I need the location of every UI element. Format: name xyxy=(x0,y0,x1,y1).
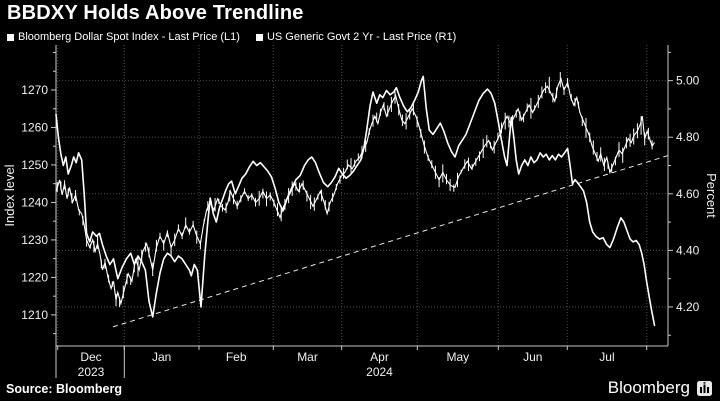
month-label: Jun xyxy=(523,350,542,364)
bloomberg-logo-icon xyxy=(697,380,712,396)
legend-swatch-icon xyxy=(255,33,263,41)
bloomberg-brand: Bloomberg xyxy=(608,378,712,398)
brand-wordmark: Bloomberg xyxy=(607,378,690,397)
legend-swatch-icon xyxy=(7,33,14,41)
month-label: Feb xyxy=(226,350,247,364)
year-label: 2024 xyxy=(366,365,393,379)
right-axis-tick-label: 4.80 xyxy=(676,130,700,144)
legend-item-bbdxy: Bloomberg Dollar Spot Index - Last Price… xyxy=(7,31,240,43)
month-label: May xyxy=(447,350,470,364)
legend-label: US Generic Govt 2 Yr - Last Price (R1) xyxy=(266,31,457,43)
legend-label: Bloomberg Dollar Spot Index - Last Price… xyxy=(18,31,240,43)
right-axis-tick-label: 4.60 xyxy=(676,187,700,201)
month-label: Jan xyxy=(152,350,171,364)
right-axis-title: Percent xyxy=(704,173,719,218)
year-label: 2023 xyxy=(78,365,105,379)
source-note: Source: Bloomberg xyxy=(6,382,122,396)
left-axis-tick-label: 1230 xyxy=(21,233,48,247)
left-axis-tick-label: 1220 xyxy=(21,270,48,284)
left-axis-tick-label: 1270 xyxy=(21,83,48,97)
chart-title: BBDXY Holds Above Trendline xyxy=(7,2,304,24)
axes xyxy=(51,45,673,378)
left-axis-tick-label: 1240 xyxy=(21,195,48,209)
left-axis-tick-label: 1250 xyxy=(21,158,48,172)
month-label: Mar xyxy=(297,350,318,364)
bbdxy-price-line xyxy=(55,77,655,306)
right-axis-tick-label: 4.40 xyxy=(676,243,700,257)
month-label: Jul xyxy=(599,350,614,364)
chart-legend: Bloomberg Dollar Spot Index - Last Price… xyxy=(7,31,456,43)
left-axis-title: Index level xyxy=(2,164,17,226)
us-2yr-yield-line xyxy=(55,75,656,327)
right-axis-tick-label: 5.00 xyxy=(676,74,700,88)
month-label: Apr xyxy=(370,350,389,364)
month-label: Dec xyxy=(80,350,101,364)
bbdxy-intraday-bars xyxy=(56,72,653,307)
left-axis-tick-label: 1260 xyxy=(21,120,48,134)
gridlines xyxy=(56,45,668,346)
right-axis-tick-label: 4.20 xyxy=(676,300,700,314)
legend-item-2yr: US Generic Govt 2 Yr - Last Price (R1) xyxy=(255,31,457,43)
trendline xyxy=(112,155,669,328)
left-axis-tick-label: 1210 xyxy=(21,308,48,322)
